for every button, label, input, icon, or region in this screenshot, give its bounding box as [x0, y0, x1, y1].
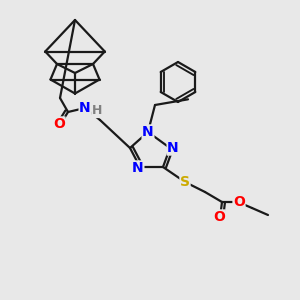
Text: H: H	[92, 104, 102, 118]
Text: N: N	[132, 161, 144, 175]
Text: S: S	[180, 175, 190, 189]
Text: N: N	[79, 101, 91, 115]
Text: N: N	[142, 125, 154, 139]
Text: O: O	[233, 195, 245, 209]
Text: O: O	[213, 210, 225, 224]
Text: N: N	[167, 141, 179, 155]
Text: O: O	[53, 117, 65, 131]
